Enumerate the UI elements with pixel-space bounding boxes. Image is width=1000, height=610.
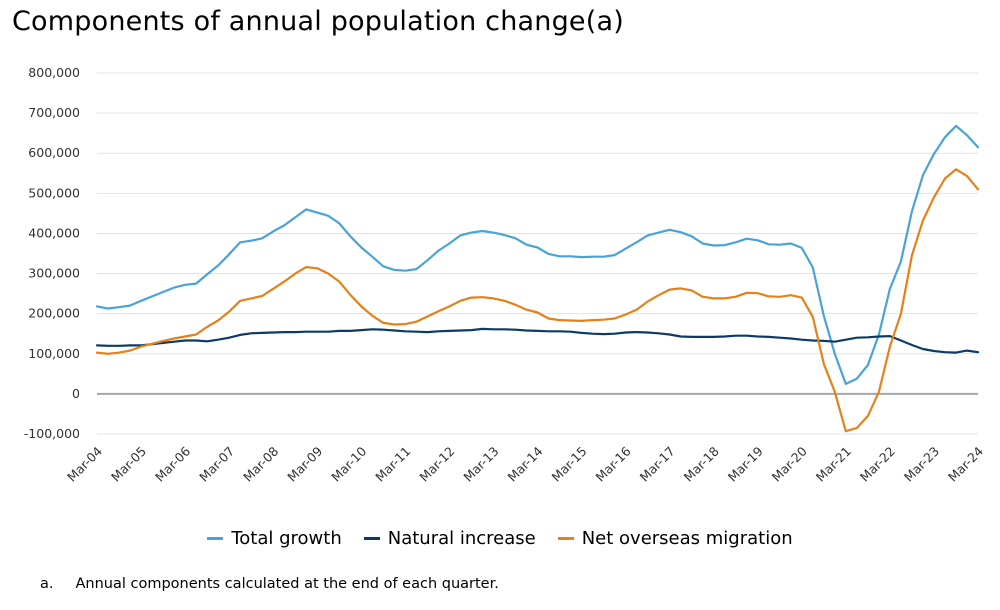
legend-item-total-growth: Total growth	[207, 528, 342, 549]
x-tick-label: Mar-05	[108, 444, 149, 485]
y-tick-label: 100,000	[28, 346, 80, 361]
y-axis-tick-labels: -100,000 0 100,000 200,000 300,000 400,000 500…	[24, 65, 80, 441]
x-tick-label: Mar-21	[813, 444, 854, 485]
x-axis-tick-labels: Mar-04 Mar-05 Mar-06 Mar-07 Mar-08 Mar-09 Mar-…	[64, 443, 986, 484]
x-tick-label: Mar-12	[416, 444, 457, 485]
legend-item-natural-increase: Natural increase	[363, 528, 536, 549]
x-tick-label: Mar-04	[64, 443, 105, 484]
y-tick-label: 600,000	[28, 145, 80, 160]
x-tick-label: Mar-22	[857, 444, 898, 485]
legend-swatch-total-growth	[207, 537, 224, 540]
legend-item-net-overseas-migration: Net overseas migration	[557, 528, 793, 549]
legend-label-net-overseas-migration: Net overseas migration	[581, 528, 793, 549]
x-tick-label: Mar-20	[769, 443, 810, 484]
chart-title: Components of annual population change(a…	[12, 6, 624, 37]
legend-swatch-net-overseas-migration	[557, 537, 574, 540]
legend-swatch-natural-increase	[363, 537, 380, 540]
y-tick-label: 800,000	[28, 65, 80, 80]
x-tick-label: Mar-19	[725, 443, 766, 484]
series-line-total-growth	[95, 124, 980, 385]
x-tick-label: Mar-14	[504, 443, 545, 484]
x-tick-label: Mar-17	[637, 444, 678, 485]
y-tick-label: 500,000	[28, 185, 80, 200]
series-line-natural-increase	[95, 327, 980, 354]
legend: Total growth Natural increase Net overse…	[0, 528, 1000, 549]
x-tick-label: Mar-06	[152, 443, 193, 484]
x-tick-label: Mar-23	[901, 444, 942, 485]
footnote: a. Annual components calculated at the e…	[40, 576, 499, 592]
footnote-marker: a.	[40, 576, 54, 592]
y-tick-label: 400,000	[28, 225, 80, 240]
x-tick-label: Mar-10	[328, 443, 369, 484]
y-tick-label: 300,000	[28, 266, 80, 281]
footnote-text: Annual components calculated at the end …	[75, 576, 499, 592]
x-tick-label: Mar-11	[372, 444, 413, 485]
legend-label-natural-increase: Natural increase	[387, 528, 536, 549]
x-tick-label: Mar-16	[593, 443, 634, 484]
legend-label-total-growth: Total growth	[231, 528, 342, 549]
y-tick-label: 200,000	[28, 306, 80, 321]
x-tick-label: Mar-18	[681, 443, 722, 484]
x-tick-label: Mar-09	[284, 443, 325, 484]
y-tick-label: 700,000	[28, 105, 80, 120]
x-tick-label: Mar-13	[460, 444, 501, 485]
x-tick-label: Mar-15	[549, 444, 590, 485]
gridlines	[97, 72, 978, 435]
series-lines	[95, 124, 980, 433]
x-tick-label: Mar-24	[945, 443, 986, 484]
series-line-net-overseas-migration	[95, 168, 980, 433]
line-chart: -100,000 0 100,000 200,000 300,000 400,000 500…	[24, 65, 986, 485]
y-tick-label: 0	[72, 386, 80, 401]
x-tick-label: Mar-08	[240, 443, 281, 484]
x-tick-label: Mar-07	[196, 444, 237, 485]
y-tick-label: -100,000	[24, 426, 80, 441]
